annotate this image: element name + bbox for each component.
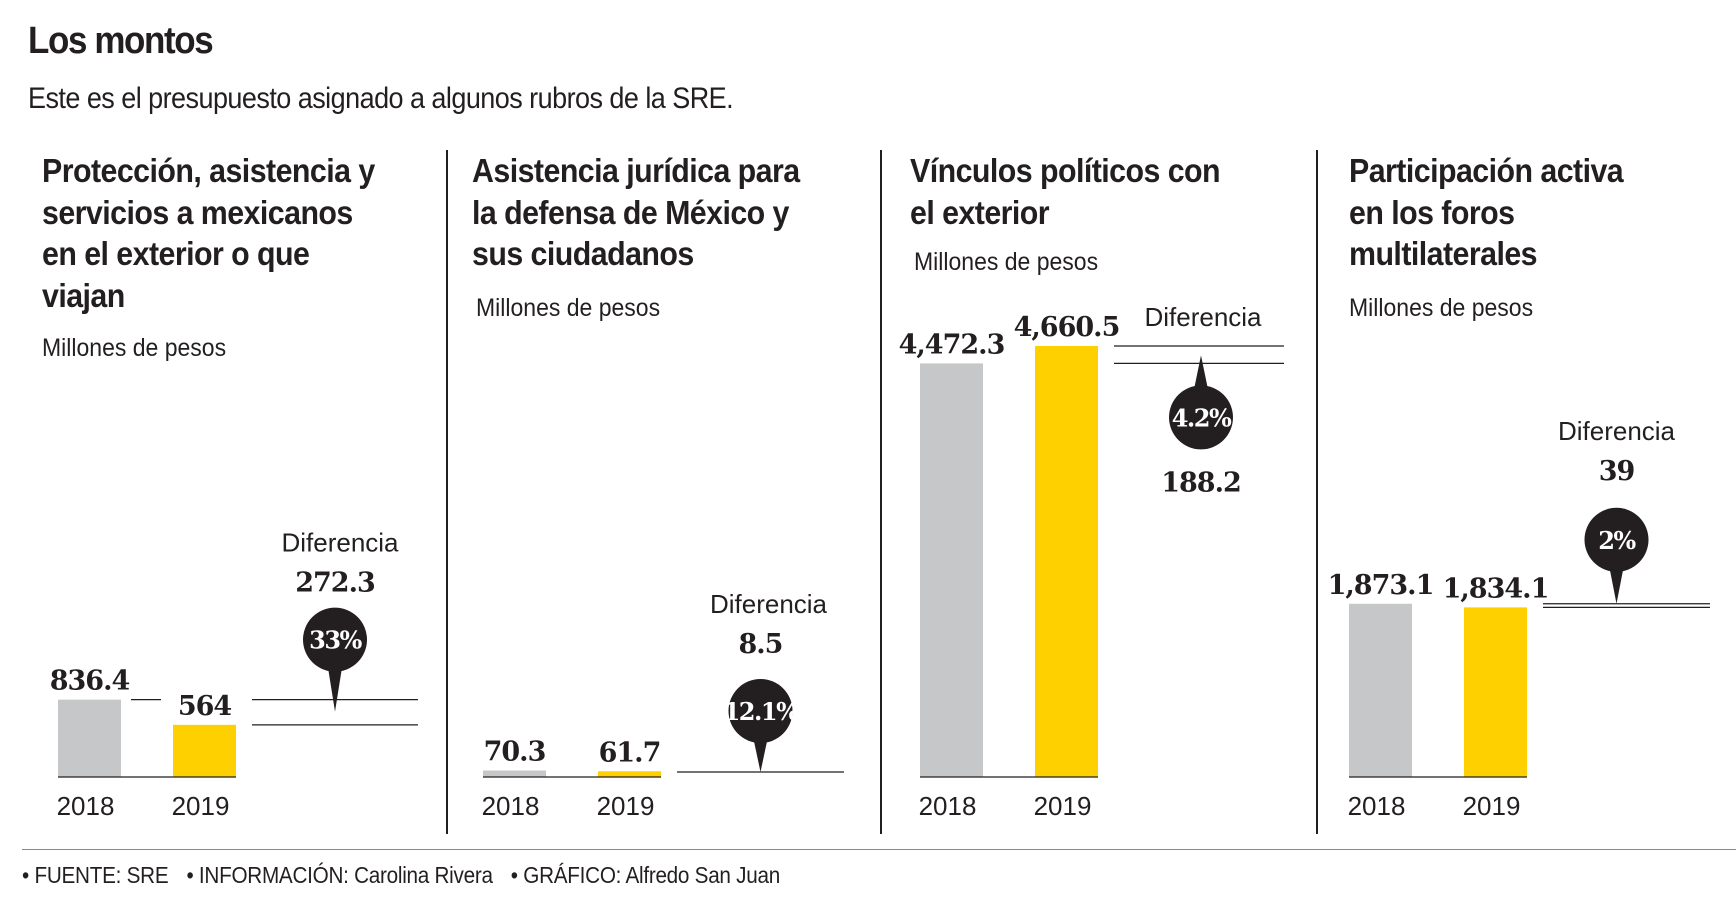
value-label-2019: 61.7 — [599, 737, 661, 768]
difference-percent: 33% — [309, 626, 362, 655]
bar-2019 — [173, 724, 236, 777]
year-label-2019: 2019 — [597, 791, 655, 821]
panel-divider — [446, 150, 448, 834]
bar-2019 — [1464, 607, 1527, 777]
unit-label: Millones de pesos — [42, 334, 227, 362]
difference-percent: 2% — [1598, 526, 1636, 555]
bar-2018 — [920, 363, 983, 777]
year-label-2018: 2018 — [919, 791, 977, 821]
page-subtitle: Este es el presupuesto asignado a alguno… — [28, 82, 734, 115]
difference-value: 8.5 — [739, 629, 783, 660]
year-label-2018: 2018 — [1348, 791, 1406, 821]
panel-asistencia-juridica: Asistencia jurídica para la defensa de M… — [472, 150, 872, 850]
difference-value: 272.3 — [295, 568, 375, 599]
panel-proteccion: Protección, asistencia y servicios a mex… — [42, 150, 432, 850]
panel-divider — [880, 150, 882, 834]
difference-label: Diferencia — [1558, 416, 1676, 446]
panel-title: Vínculos políticos con el exterior — [910, 152, 1221, 231]
panel-participacion-multilateral: Participación activa en los foros multil… — [1349, 150, 1736, 850]
panel-title: Participación activa en los foros multil… — [1349, 152, 1624, 272]
pin-tip — [1609, 567, 1624, 604]
value-label-2018: 70.3 — [484, 736, 546, 767]
bar-2018 — [1349, 603, 1412, 777]
value-label-2018: 1,873.1 — [1328, 570, 1434, 601]
pin-circle — [1169, 385, 1233, 450]
credit-info: • INFORMACIÓN: Carolina Rivera — [186, 862, 493, 888]
difference-pin-icon: 12.1% — [724, 679, 801, 772]
year-label-2018: 2018 — [57, 791, 115, 821]
unit-label: Millones de pesos — [914, 248, 1099, 276]
year-label-2019: 2019 — [172, 791, 230, 821]
difference-pin-icon: 2% — [1584, 507, 1649, 604]
panel-title: Protección, asistencia y servicios a mex… — [42, 152, 375, 314]
panel-vinculos-politicos: Vínculos políticos con el exterior Millo… — [910, 150, 1310, 850]
bar-2019 — [598, 771, 661, 777]
year-label-2019: 2019 — [1034, 791, 1092, 821]
value-label-2018: 836.4 — [50, 666, 130, 697]
pin-tip — [328, 667, 342, 712]
bar-2019 — [1035, 346, 1098, 777]
difference-value: 188.2 — [1161, 467, 1241, 498]
footer-rule — [22, 849, 1736, 850]
value-label-2019: 564 — [178, 691, 232, 722]
difference-label: Diferencia — [1144, 302, 1262, 332]
value-label-2018: 4,472.3 — [899, 329, 1005, 360]
bar-2018 — [58, 699, 121, 777]
difference-label: Diferencia — [281, 528, 399, 558]
value-label-2019: 4,660.5 — [1014, 312, 1120, 343]
panel-divider — [1316, 150, 1318, 834]
difference-percent: 4.2% — [1172, 403, 1232, 432]
pin-tip — [753, 739, 768, 772]
difference-value: 39 — [1599, 456, 1635, 487]
pin-circle — [728, 679, 793, 743]
year-label-2019: 2019 — [1463, 791, 1521, 821]
difference-pin-icon: 4.2% — [1169, 355, 1233, 450]
pin-circle — [1584, 507, 1649, 572]
credits: • FUENTE: SRE • INFORMACIÓN: Carolina Ri… — [22, 862, 793, 889]
credit-graphic: • GRÁFICO: Alfredo San Juan — [510, 862, 780, 888]
panel-title: Asistencia jurídica para la defensa de M… — [472, 152, 800, 272]
pin-tip — [1194, 355, 1208, 390]
page-title: Los montos — [28, 20, 214, 62]
year-label-2018: 2018 — [482, 791, 540, 821]
difference-percent: 12.1% — [724, 697, 799, 726]
unit-label: Millones de pesos — [1349, 294, 1534, 322]
unit-label: Millones de pesos — [476, 294, 661, 322]
value-label-2019: 1,834.1 — [1443, 573, 1549, 604]
difference-pin-icon: 33% — [303, 607, 367, 712]
credit-source: • FUENTE: SRE — [22, 862, 169, 888]
pin-circle — [303, 607, 367, 672]
bar-2018 — [483, 770, 546, 777]
difference-label: Diferencia — [710, 589, 828, 619]
